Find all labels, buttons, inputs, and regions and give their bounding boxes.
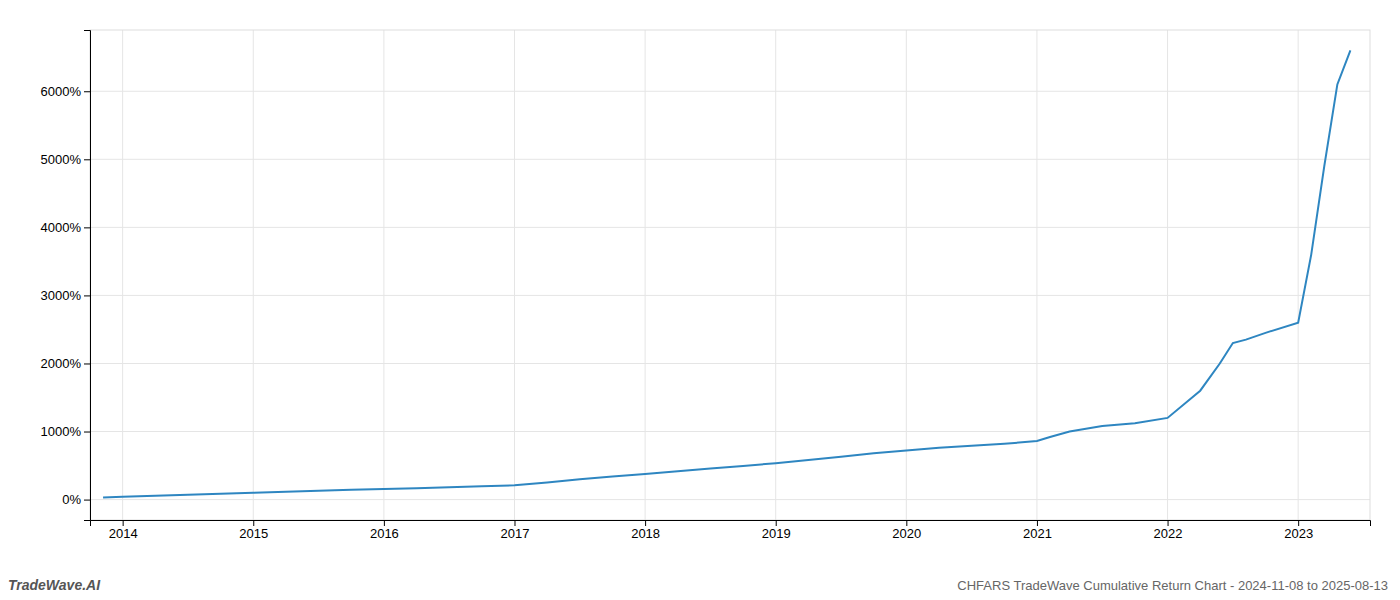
tick-mark [84,295,90,296]
grid [90,30,1370,520]
tick: 2015 [239,520,268,541]
grid-line-x [383,30,384,520]
tick-mark [84,159,90,160]
series-group [103,50,1350,497]
plot-frame [90,30,1370,520]
axis-line [91,521,1371,527]
tick: 5000% [41,152,90,167]
tick-label: 4000% [41,220,82,235]
tick-mark [1037,520,1038,526]
grid-line-x [1298,30,1299,520]
title: CHFARS TradeWave Cumulative Return Chart… [957,578,1388,593]
tick-mark [645,520,646,526]
tick-mark [84,91,90,92]
tick-label: 2020 [892,526,921,541]
tick-label: 6000% [41,84,82,99]
tick-mark [1168,520,1169,526]
tick: 2022 [1154,520,1183,541]
tick: 4000% [41,220,90,235]
tick-mark [906,520,907,526]
tick: 2000% [41,356,90,371]
tick-mark [84,227,90,228]
plot-area: 2014 2015 2016 2017 2018 2019 2020 2021 2022 2023… [41,30,1371,541]
tick-label: 2022 [1154,526,1183,541]
grid-line-y [90,295,1370,296]
tick-label: 3000% [41,288,82,303]
tick: 2017 [501,520,530,541]
grid-line-y [90,431,1370,432]
grid-line-x [1036,30,1037,520]
chart: 2014 2015 2016 2017 2018 2019 2020 2021 2022 2023… [0,0,1400,600]
grid-line-x [122,30,123,520]
tick-label: 0% [62,492,81,507]
tick-mark [384,520,385,526]
tick: 0% [62,492,90,507]
tick: 1000% [41,424,90,439]
grid-line-y [90,91,1370,92]
tick: 2018 [631,520,660,541]
tick-label: 2019 [762,526,791,541]
tick-label: 5000% [41,152,82,167]
tick-label: 2014 [109,526,138,541]
x-axis: 2014 2015 2016 2017 2018 2019 2020 2021 2022 2023 [91,520,1371,541]
grid-line-x [253,30,254,520]
grid-line-y [90,159,1370,160]
tick-mark [253,520,254,526]
axis-line [84,31,91,521]
grid-line-x [906,30,907,520]
line [103,50,1350,497]
tick-mark [84,432,90,433]
tick: 2014 [109,520,138,541]
y-axis: 0% 1000% 2000% 3000% 4000% 5000% 6000% [41,31,91,521]
tick: 2021 [1023,520,1052,541]
grid-line-x [1167,30,1168,520]
tick-mark [776,520,777,526]
grid-line-y [90,499,1370,500]
tick: 3000% [41,288,90,303]
watermark: TradeWave.AI [8,577,101,593]
tick: 2016 [370,520,399,541]
grid-line-y [90,363,1370,364]
grid-line-y [90,227,1370,228]
grid-line-x [775,30,776,520]
tick: 2020 [892,520,921,541]
tick-mark [1298,520,1299,526]
tick-label: 2015 [239,526,268,541]
grid-line-x [514,30,515,520]
grid-line-x [645,30,646,520]
tick-label: 1000% [41,424,82,439]
tick-label: 2023 [1284,526,1313,541]
tick-label: 2000% [41,356,82,371]
tick-label: 2016 [370,526,399,541]
tick-label: 2018 [631,526,660,541]
tick-mark [84,500,90,501]
tick-mark [514,520,515,526]
tick: 2019 [762,520,791,541]
tick-label: 2017 [501,526,530,541]
tick-label: 2021 [1023,526,1052,541]
tick-mark [84,363,90,364]
tick: 6000% [41,84,90,99]
tick: 2023 [1284,520,1313,541]
tick-mark [123,520,124,526]
